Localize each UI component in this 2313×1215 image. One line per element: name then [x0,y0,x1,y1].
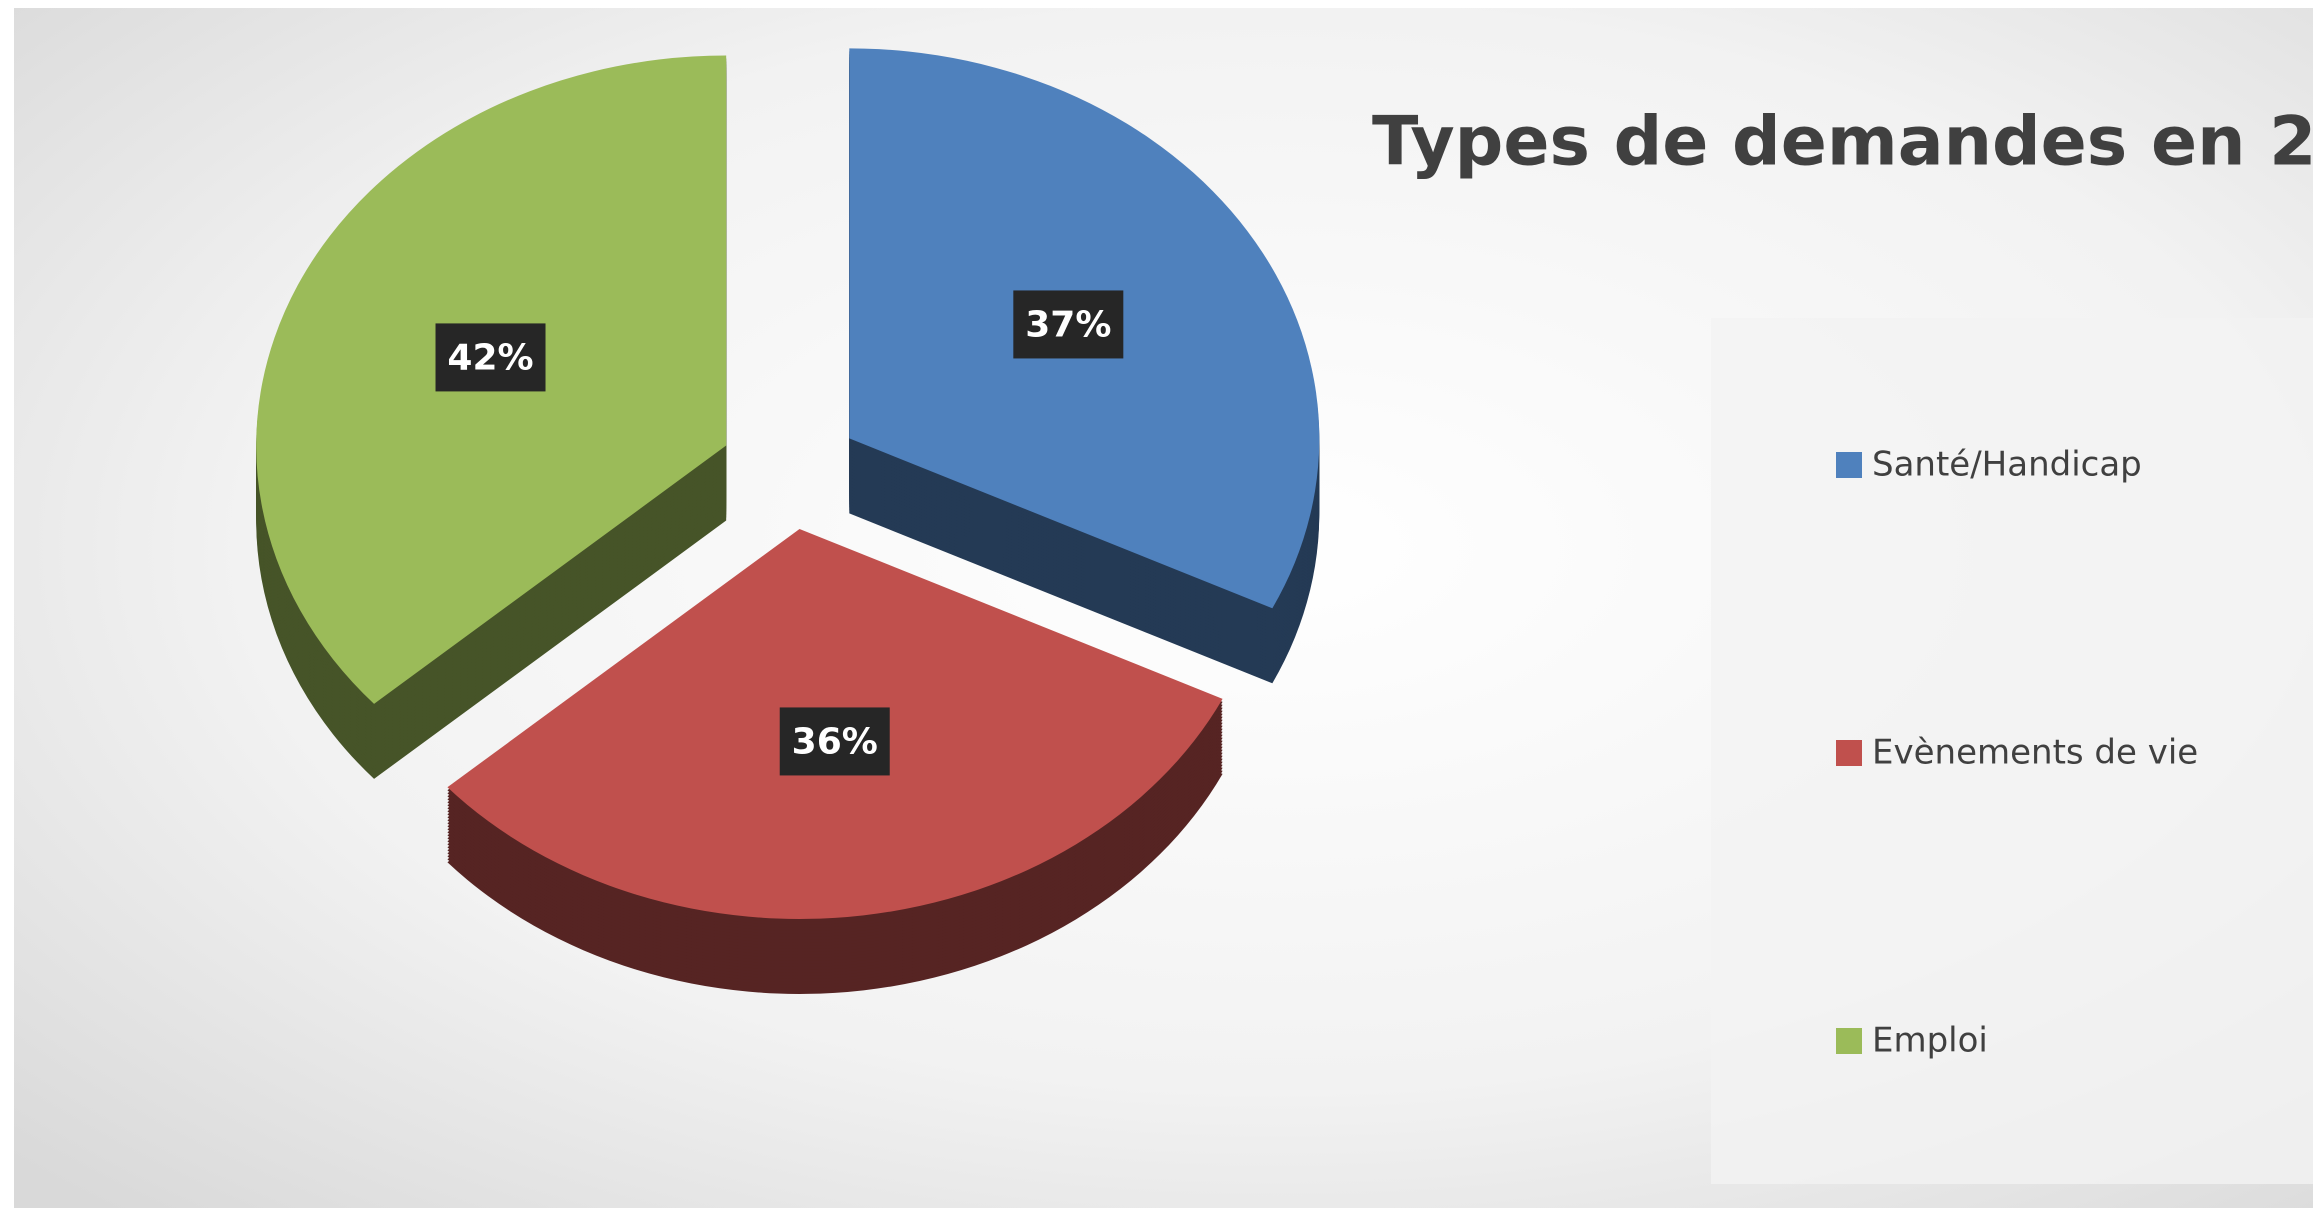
data-label-box [1013,290,1124,359]
chart-title: Types de demandes en 2022 [1372,103,2313,182]
data-label: 37% [1025,304,1111,345]
data-label-box [435,323,546,392]
data-label: 42% [447,337,533,378]
legend-label: Santé/Handicap [1872,445,2142,485]
legend-swatch [1836,1028,1862,1054]
legend-box [1711,318,2313,1184]
data-label-box [779,707,890,776]
legend-swatch [1836,740,1862,766]
legend-swatch [1836,452,1862,478]
legend-label: Evènements de vie [1872,733,2198,773]
legend-label: Emploi [1872,1021,1988,1061]
data-label: 36% [792,721,878,762]
